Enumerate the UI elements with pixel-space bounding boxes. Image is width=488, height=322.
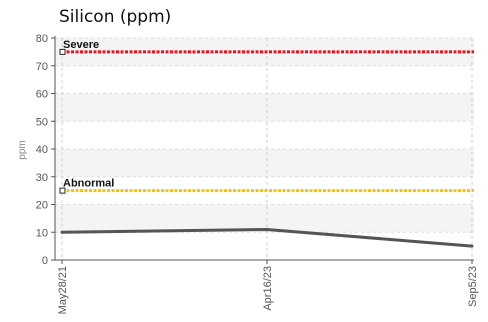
- data-point: [265, 227, 269, 231]
- grid-band: [55, 204, 474, 233]
- threshold-marker-severe: [59, 48, 66, 55]
- threshold-label-abnormal: Abnormal: [63, 178, 114, 190]
- background-bands: [55, 38, 474, 233]
- y-tick-labels: 0 10 20 30 40 50 60 70 80: [36, 33, 48, 267]
- y-tick-label: 30: [36, 172, 48, 184]
- x-tick-labels: May28/21 Apr16/23 Sep5/23: [57, 266, 479, 314]
- x-tick-label: May28/21: [57, 266, 69, 314]
- grid-band: [55, 149, 474, 177]
- data-point: [470, 244, 474, 248]
- axes: [51, 36, 474, 264]
- data-series: [60, 227, 474, 248]
- chart-title: Silicon (ppm): [59, 7, 172, 27]
- y-tick-label: 20: [36, 200, 48, 212]
- y-tick-label: 40: [36, 144, 48, 156]
- y-tick-label: 60: [36, 89, 48, 101]
- x-tick-label: Sep5/23: [467, 266, 479, 307]
- grid-lines: [55, 37, 474, 260]
- y-axis-label: ppm: [17, 140, 28, 159]
- grid-band: [55, 93, 474, 122]
- y-tick-label: 50: [36, 116, 48, 128]
- y-tick-label: 70: [36, 61, 48, 73]
- y-tick-label: 80: [36, 33, 48, 45]
- threshold-lines: Severe Abnormal: [59, 39, 474, 194]
- y-tick-label: 10: [36, 227, 48, 239]
- threshold-marker-abnormal: [59, 187, 66, 194]
- data-point: [60, 230, 64, 234]
- x-tick-label: Apr16/23: [262, 266, 274, 311]
- y-tick-label: 0: [42, 255, 48, 267]
- threshold-label-severe: Severe: [63, 39, 99, 51]
